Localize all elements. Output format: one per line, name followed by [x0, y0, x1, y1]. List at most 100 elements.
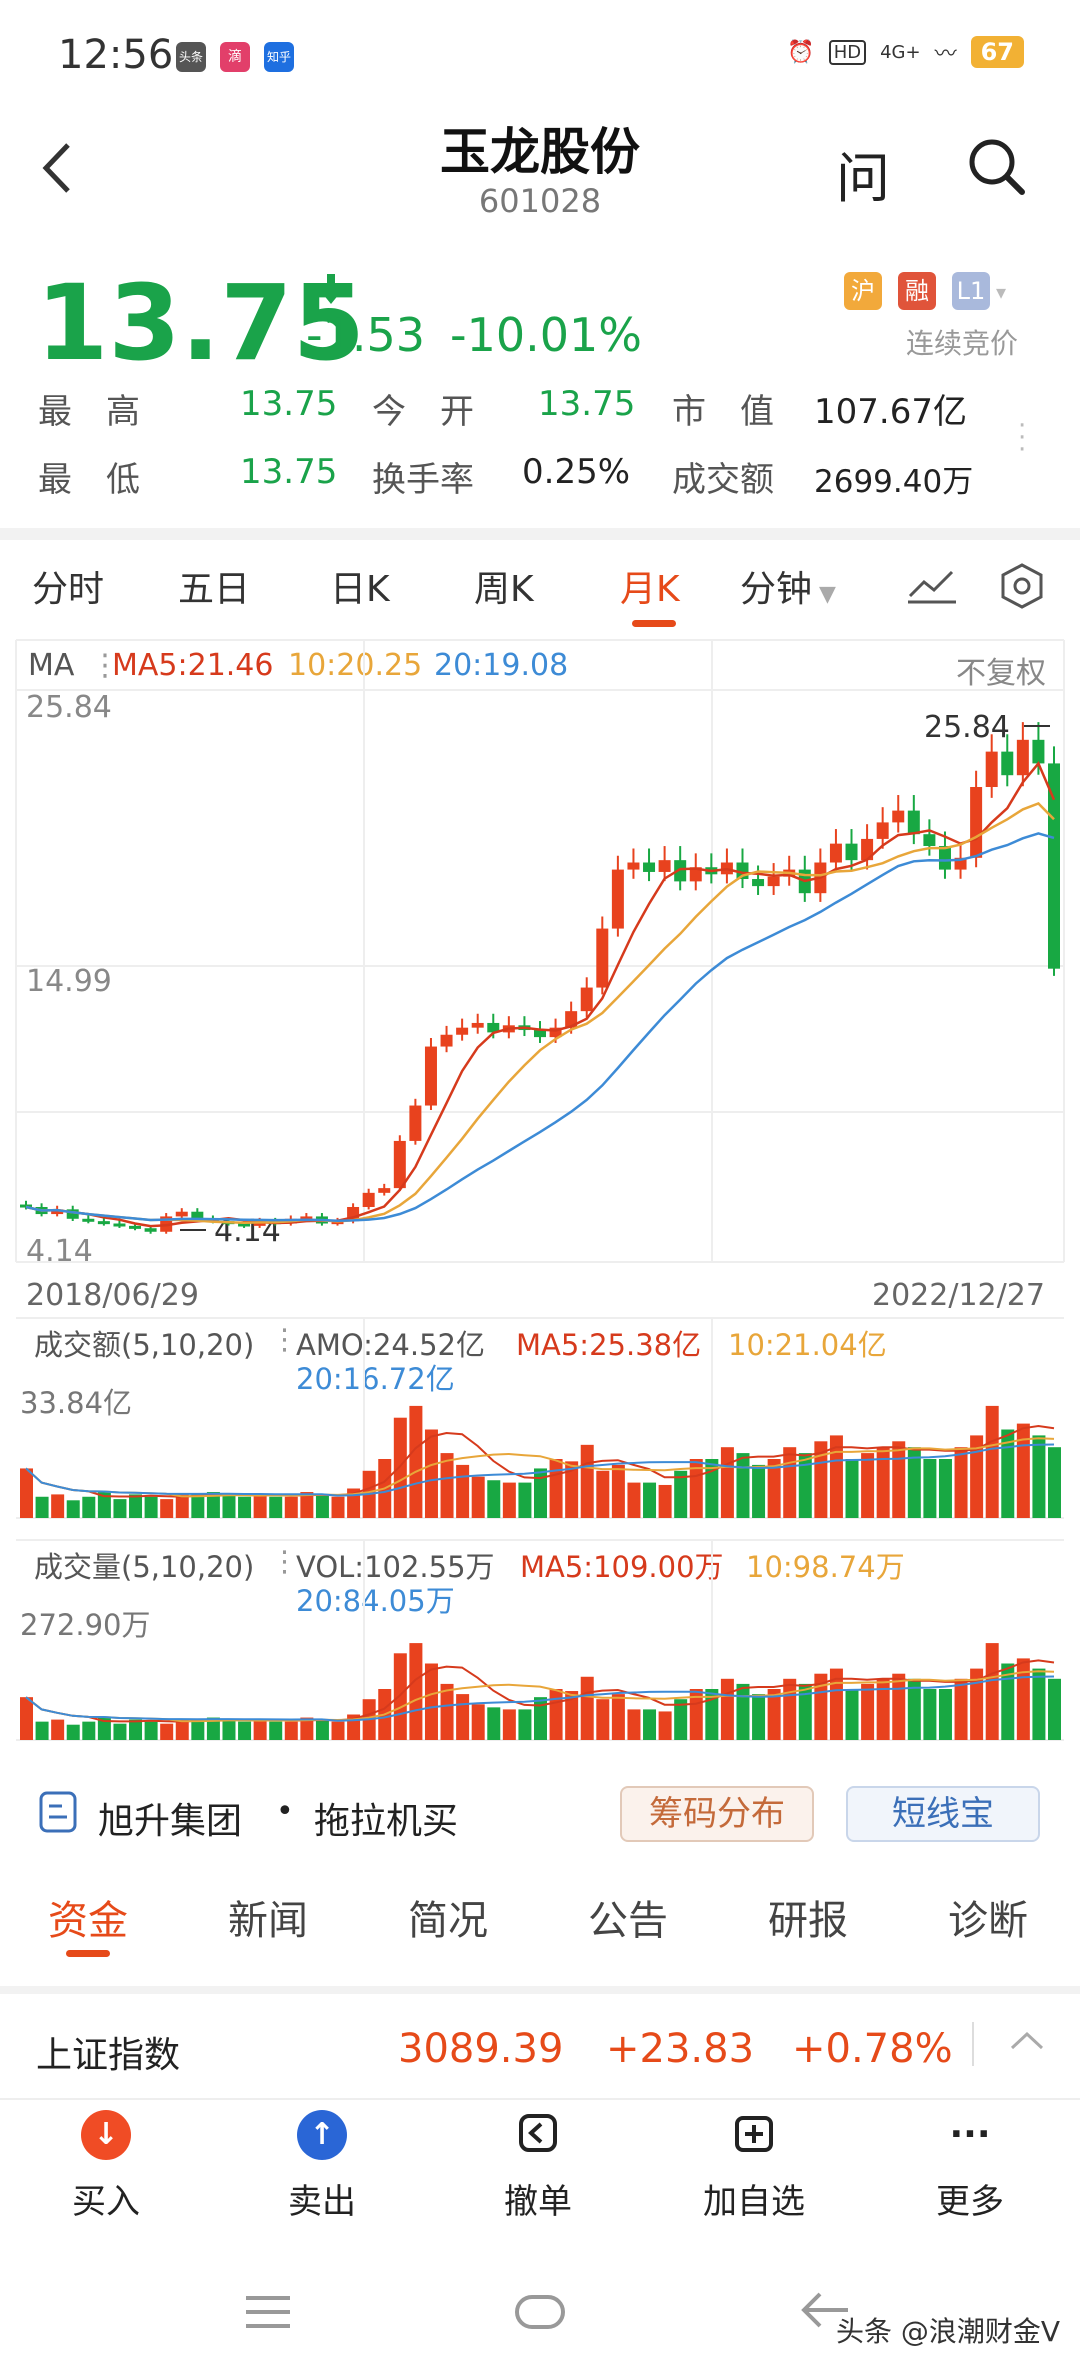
volume-ma20-legend: 20:84.05万 [296, 1584, 455, 1618]
tab-research[interactable]: 研报 [768, 1898, 848, 1944]
volume-bar [518, 1482, 532, 1518]
candle-body [767, 876, 780, 887]
concept-icon [38, 1790, 78, 1838]
tab-diagnosis[interactable]: 诊断 [948, 1898, 1028, 1944]
back-nav-icon[interactable] [800, 2290, 852, 2334]
tab-funds[interactable]: 资金 [48, 1898, 128, 1944]
kline-chart-area[interactable] [0, 0, 1080, 1750]
volume-bar [627, 1709, 641, 1740]
volume-bar [471, 1476, 485, 1518]
search-button[interactable] [966, 136, 1028, 202]
sell-button[interactable]: ↑ 卖出 [252, 2110, 392, 2223]
stock-name: 玉龙股份 [440, 123, 640, 181]
status-icons: ⏰ HD 4G+ 〰 67 [787, 36, 1024, 68]
tab-profile[interactable]: 简况 [408, 1898, 488, 1944]
volume-bar [331, 1721, 345, 1740]
date-start: 2018/06/29 [26, 1278, 199, 1313]
volume-bar [191, 1494, 205, 1518]
volume-bar [876, 1447, 890, 1518]
volume-bar [876, 1678, 890, 1740]
volume-bar [814, 1441, 828, 1518]
amount-value: 2699.40万 [814, 464, 974, 500]
ask-button[interactable]: 问 [836, 147, 890, 210]
volume-ma-line [25, 1437, 1055, 1498]
volume-bar [954, 1447, 968, 1518]
short-line-button[interactable]: 短线宝 [846, 1786, 1040, 1842]
volume-ma-line [25, 1670, 1055, 1723]
candle-body [923, 834, 936, 846]
tab-five-day[interactable]: 五日 [178, 569, 251, 610]
legend-menu-icon[interactable]: ⋮ [90, 648, 120, 683]
volume-bar [736, 1683, 750, 1740]
candle-body [144, 1228, 157, 1232]
l1-tag[interactable]: L1 [952, 272, 990, 310]
amount-y-top: 33.84亿 [20, 1386, 133, 1420]
volume-bar [331, 1496, 345, 1518]
y-axis-mid: 14.99 [26, 964, 112, 999]
volume-bar [206, 1492, 220, 1518]
amount-bars [20, 1405, 1061, 1518]
high-value: 13.75 [240, 384, 338, 424]
settings-button[interactable] [998, 562, 1046, 614]
candle-body [378, 1188, 391, 1193]
tab-intraday[interactable]: 分时 [32, 569, 105, 610]
menu-icon[interactable] [244, 2294, 292, 2334]
volume-bar [284, 1496, 298, 1518]
tab-monthly-k[interactable]: 月K [620, 569, 680, 610]
concept-item-2[interactable]: 拖拉机买 [314, 1801, 459, 1842]
stock-code: 601028 [478, 182, 602, 220]
buy-button[interactable]: ↓ 买入 [36, 2110, 176, 2223]
caret-down-icon: ▼ [812, 582, 836, 607]
home-icon[interactable] [514, 2294, 566, 2334]
volume-bar [487, 1707, 501, 1740]
more-button[interactable]: ··· 更多 [900, 2110, 1040, 2223]
price-change: -1.53 [306, 308, 426, 362]
tab-weekly-k[interactable]: 周K [474, 569, 534, 610]
chart-style-button[interactable] [906, 566, 958, 610]
chevron-up-icon[interactable] [1010, 2030, 1044, 2054]
add-watchlist-button[interactable]: 加自选 [684, 2110, 824, 2223]
volume-bar [1048, 1678, 1061, 1740]
volume-bar [160, 1499, 174, 1518]
amount-legend-menu-icon[interactable]: ⋮ [270, 1322, 299, 1356]
index-name: 上证指数 [36, 2035, 181, 2076]
volume-bar [767, 1689, 781, 1740]
candle-body [861, 838, 874, 861]
mcap-label: 市 值 [672, 392, 774, 432]
tab-daily-k[interactable]: 日K [330, 569, 390, 610]
tab-minute[interactable]: 分钟 ▼ [740, 560, 836, 612]
volume-bar [814, 1673, 828, 1740]
index-bar[interactable]: 上证指数 3089.39 +23.83 +0.78% [0, 2000, 1080, 2096]
volume-ma5-legend: MA5:109.00万 [520, 1550, 724, 1584]
volume-bar [923, 1459, 937, 1518]
adjust-toggle[interactable]: 不复权 [956, 656, 1046, 691]
volume-bar [20, 1468, 33, 1518]
volume-legend-menu-icon[interactable]: ⋮ [270, 1544, 299, 1578]
back-button[interactable] [40, 140, 74, 210]
candle-body [580, 987, 593, 1012]
tab-news[interactable]: 新闻 [228, 1898, 308, 1944]
amount-ma20-legend: 20:16.72亿 [296, 1362, 455, 1396]
cancel-order-button[interactable]: 撤单 [468, 2110, 608, 2223]
volume-bar [502, 1482, 516, 1518]
volume-bar [923, 1689, 937, 1740]
volume-bar [456, 1694, 470, 1740]
volume-bar [705, 1689, 719, 1740]
volume-ma-line [25, 1443, 1055, 1497]
volume-bar [253, 1494, 267, 1518]
volume-bar [549, 1689, 563, 1740]
candle-body [191, 1211, 204, 1219]
volume-bar [845, 1689, 859, 1740]
volume-bar [674, 1470, 688, 1518]
tab-announcements[interactable]: 公告 [588, 1898, 668, 1944]
concept-item-1[interactable]: 旭升集团 [98, 1801, 243, 1842]
volume-bar [20, 1697, 33, 1740]
volume-bar [175, 1494, 189, 1518]
hd-icon: HD [828, 39, 867, 65]
candle-body [129, 1225, 142, 1229]
chip-distribution-button[interactable]: 筹码分布 [620, 1786, 814, 1842]
candle-body [20, 1204, 32, 1208]
more-vertical-icon[interactable]: · · · [1018, 411, 1027, 465]
ma10-legend: 10:20.25 [288, 648, 423, 683]
volume-bar [1001, 1663, 1015, 1740]
